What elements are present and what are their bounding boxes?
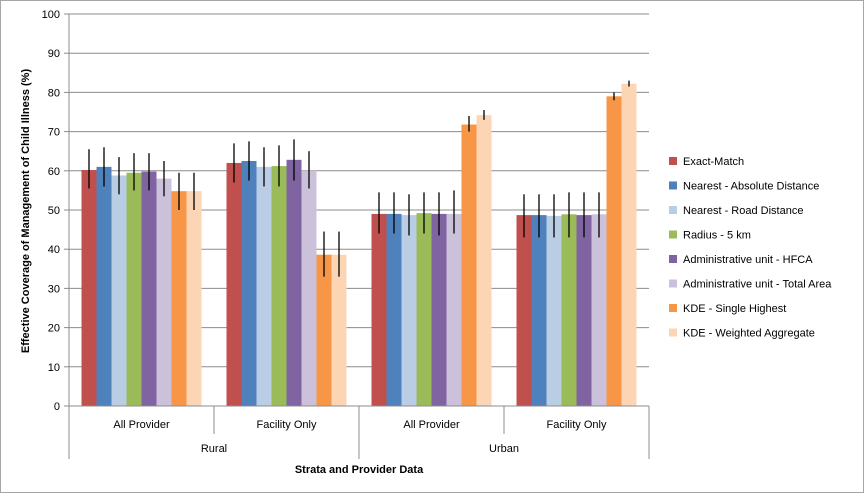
- bar: [286, 159, 302, 406]
- bar: [256, 166, 272, 406]
- legend: Exact-Match Nearest - Absolute Distance Ne…: [669, 156, 832, 340]
- legend-swatch: [669, 255, 677, 263]
- y-tick-label: 30: [48, 283, 60, 295]
- error-bars: [88, 80, 630, 277]
- bar: [331, 254, 347, 406]
- bar: [461, 124, 477, 406]
- bar: [371, 213, 387, 406]
- bar: [576, 215, 592, 406]
- y-axis-title: Effective Coverage of Management of Chil…: [20, 69, 32, 354]
- legend-label: Nearest - Road Distance: [683, 205, 803, 217]
- bar: [156, 178, 172, 406]
- bar: [431, 213, 447, 406]
- x-category-label: Facility Only: [547, 419, 607, 431]
- legend-label: Exact-Match: [683, 156, 744, 168]
- y-tick-label: 90: [48, 48, 60, 60]
- bar: [241, 161, 257, 406]
- bar: [621, 83, 637, 406]
- x-category-label: All Provider: [113, 419, 170, 431]
- legend-swatch: [669, 279, 677, 288]
- bar: [271, 166, 287, 406]
- legend-label: Administrative unit - Total Area: [683, 279, 832, 291]
- bar: [416, 213, 432, 406]
- y-tick-label: 20: [48, 323, 60, 335]
- bars: [81, 83, 637, 407]
- legend-swatch: [669, 206, 677, 214]
- x-category-label: All Provider: [403, 419, 460, 431]
- legend-label: Administrative unit - HFCA: [683, 254, 813, 266]
- bar: [516, 215, 532, 406]
- bar: [606, 96, 622, 406]
- legend-swatch: [669, 304, 677, 312]
- bar: [111, 175, 127, 406]
- legend-swatch: [669, 157, 677, 165]
- legend-label: KDE - Single Highest: [683, 303, 786, 315]
- bar: [546, 215, 562, 406]
- y-tick-label: 10: [48, 362, 60, 374]
- bar: [171, 191, 187, 406]
- legend-label: Nearest - Absolute Distance: [683, 181, 819, 193]
- bar: [186, 191, 202, 406]
- x-group-label: Rural: [201, 443, 227, 455]
- y-tick-label: 0: [54, 401, 60, 413]
- y-tick-label: 50: [48, 205, 60, 217]
- x-axis: All Provider Facility Only All Provider Fac…: [68, 405, 650, 459]
- bar: [316, 254, 332, 406]
- y-axis-ticks: 0 10 20 30 40 50 60 70 80 90 100: [42, 9, 70, 413]
- bar: [386, 213, 402, 406]
- legend-label: Radius - 5 km: [683, 230, 751, 242]
- y-tick-label: 80: [48, 87, 60, 99]
- bar: [141, 171, 157, 406]
- bar: [561, 214, 577, 406]
- bar: [591, 214, 607, 406]
- legend-swatch: [669, 181, 677, 190]
- bar: [81, 170, 97, 406]
- y-tick-label: 40: [48, 244, 60, 256]
- y-tick-label: 70: [48, 127, 60, 139]
- x-group-label: Urban: [489, 443, 519, 455]
- bar: [401, 215, 417, 406]
- bar: [446, 213, 462, 406]
- y-tick-label: 60: [48, 166, 60, 178]
- bar: [301, 170, 317, 406]
- bar: [226, 162, 242, 406]
- bar: [531, 215, 547, 406]
- bar: [96, 166, 112, 406]
- x-axis-title: Strata and Provider Data: [295, 464, 424, 476]
- legend-swatch: [669, 230, 677, 239]
- y-tick-label: 100: [42, 9, 60, 21]
- x-category-label: Facility Only: [257, 419, 317, 431]
- legend-swatch: [669, 328, 677, 337]
- bar: [476, 115, 492, 407]
- legend-label: KDE - Weighted Aggregate: [683, 328, 815, 340]
- bar: [126, 172, 142, 406]
